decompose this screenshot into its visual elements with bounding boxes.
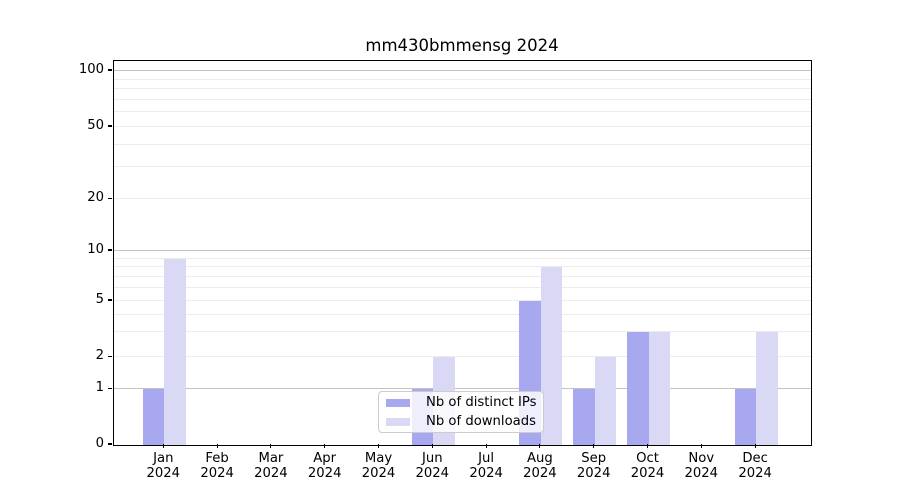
legend-entry-distinct-ips: Nb of distinct IPs bbox=[386, 394, 537, 411]
bar-downloads-jan bbox=[164, 258, 186, 445]
x-tick-mark bbox=[700, 444, 702, 448]
minor-gridline bbox=[114, 166, 811, 168]
minor-gridline bbox=[114, 198, 811, 200]
bar-downloads-aug bbox=[540, 267, 563, 445]
legend-label-downloads: Nb of downloads bbox=[426, 413, 536, 429]
y-tick-mark bbox=[108, 299, 112, 301]
legend-entry-downloads: Nb of downloads bbox=[386, 414, 536, 430]
legend-swatch-distinct-ips bbox=[386, 398, 410, 407]
x-tick-mark bbox=[162, 444, 164, 448]
bar-downloads-oct bbox=[648, 332, 670, 445]
x-tick-label-dec: Dec 2024 bbox=[738, 451, 772, 481]
y-tick-label-100: 100 bbox=[78, 61, 104, 77]
y-tick-mark bbox=[108, 125, 112, 127]
minor-gridline bbox=[114, 78, 811, 80]
legend: Nb of distinct IPs Nb of downloads bbox=[378, 391, 544, 433]
x-tick-mark bbox=[485, 444, 487, 448]
plot-area bbox=[113, 60, 812, 446]
minor-gridline bbox=[114, 98, 811, 100]
minor-gridline bbox=[114, 313, 811, 315]
minor-gridline bbox=[114, 143, 811, 145]
minor-gridline bbox=[114, 300, 811, 301]
legend-swatch-downloads bbox=[386, 417, 410, 426]
x-tick-label-may: May 2024 bbox=[361, 451, 396, 481]
bar-downloads-dec bbox=[756, 332, 778, 445]
y-tick-label-2: 2 bbox=[95, 348, 104, 364]
minor-gridline bbox=[114, 111, 811, 113]
major-gridline bbox=[114, 69, 811, 71]
major-gridline bbox=[114, 388, 811, 390]
y-tick-label-0: 0 bbox=[95, 436, 104, 451]
bar-distinct-ips-sep bbox=[573, 389, 595, 445]
minor-gridline bbox=[114, 266, 811, 268]
minor-gridline bbox=[114, 88, 811, 90]
chart-title: mm430bmmensg 2024 bbox=[365, 36, 559, 55]
minor-gridline bbox=[114, 275, 811, 277]
y-tick-mark bbox=[108, 69, 112, 71]
minor-gridline bbox=[114, 126, 811, 128]
y-tick-mark bbox=[108, 387, 112, 389]
y-tick-label-10: 10 bbox=[87, 242, 104, 258]
x-tick-label-nov: Nov 2024 bbox=[684, 451, 719, 481]
x-tick-mark bbox=[270, 444, 272, 448]
x-tick-label-aug: Aug 2024 bbox=[523, 451, 557, 481]
major-gridline bbox=[114, 250, 811, 252]
minor-gridline bbox=[114, 286, 811, 288]
x-tick-label-mar: Mar 2024 bbox=[254, 451, 288, 481]
x-tick-mark bbox=[646, 444, 649, 448]
x-tick-label-sep: Sep 2024 bbox=[576, 451, 611, 481]
x-tick-label-jun: Jun 2024 bbox=[415, 451, 450, 481]
minor-gridline bbox=[114, 331, 811, 333]
x-tick-mark bbox=[377, 444, 380, 448]
y-tick-mark bbox=[108, 249, 112, 251]
x-tick-label-apr: Apr 2024 bbox=[307, 451, 342, 481]
x-tick-label-oct: Oct 2024 bbox=[630, 451, 665, 481]
minor-gridline bbox=[114, 356, 811, 358]
x-tick-mark bbox=[754, 444, 756, 448]
x-tick-mark bbox=[216, 444, 218, 448]
x-tick-mark bbox=[593, 444, 595, 448]
x-tick-mark bbox=[431, 444, 433, 448]
x-tick-mark bbox=[539, 444, 541, 448]
x-tick-mark bbox=[324, 444, 326, 448]
y-tick-label-5: 5 bbox=[95, 292, 104, 307]
y-tick-mark bbox=[108, 355, 112, 358]
y-tick-mark bbox=[108, 197, 112, 199]
y-tick-label-50: 50 bbox=[87, 118, 104, 134]
y-tick-label-1: 1 bbox=[95, 380, 104, 396]
x-tick-label-jan: Jan 2024 bbox=[146, 451, 181, 481]
y-tick-label-20: 20 bbox=[87, 190, 104, 206]
legend-label-distinct-ips: Nb of distinct IPs bbox=[426, 394, 537, 410]
bar-distinct-ips-dec bbox=[734, 389, 757, 445]
minor-gridline bbox=[114, 257, 811, 259]
bar-distinct-ips-oct bbox=[627, 332, 649, 445]
x-tick-label-feb: Feb 2024 bbox=[200, 451, 234, 481]
bar-downloads-sep bbox=[594, 357, 617, 445]
bar-distinct-ips-jan bbox=[142, 389, 165, 445]
y-tick-mark bbox=[108, 443, 112, 445]
x-tick-label-jul: Jul 2024 bbox=[469, 451, 503, 481]
